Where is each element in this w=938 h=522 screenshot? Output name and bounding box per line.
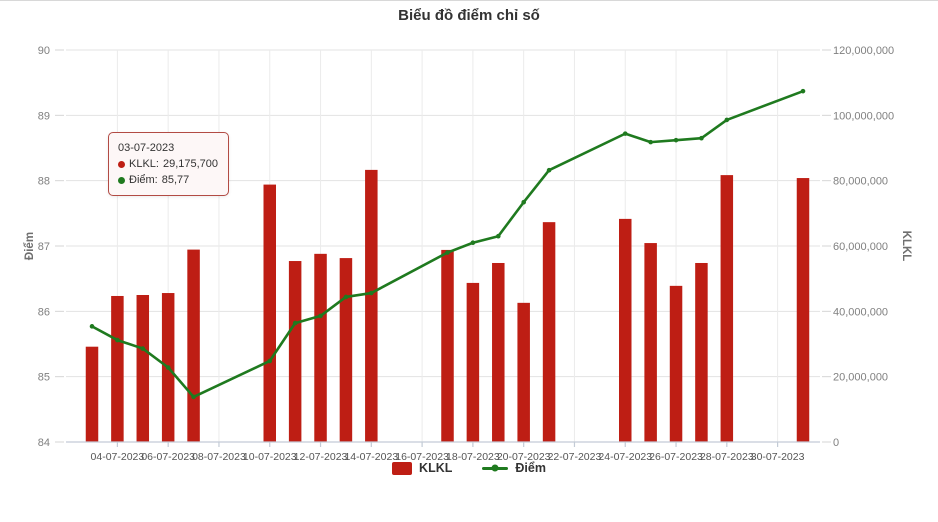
right-axis-label: 0 xyxy=(833,437,839,449)
bar-klkl-17-07-2023[interactable] xyxy=(441,249,454,442)
diem-point-11-07-2023[interactable] xyxy=(292,320,298,326)
x-axis-label-20-07-2023: 20-07-2023 xyxy=(497,451,551,463)
x-axis-label-28-07-2023: 28-07-2023 xyxy=(700,451,754,463)
left-axis-label-87: 87 xyxy=(38,241,50,253)
diem-point-21-07-2023[interactable] xyxy=(546,167,552,173)
bar-klkl-25-07-2023[interactable] xyxy=(644,243,657,442)
chart-title: Biểu đồ điểm chỉ số xyxy=(398,7,540,24)
bar-klkl-24-07-2023[interactable] xyxy=(619,218,632,442)
bar-klkl-14-07-2023[interactable] xyxy=(365,169,378,443)
bar-klkl-07-07-2023[interactable] xyxy=(187,249,200,442)
left-axis-label-90: 90 xyxy=(38,45,50,57)
diem-point-05-07-2023[interactable] xyxy=(140,346,146,351)
x-axis-label-12-07-2023: 12-07-2023 xyxy=(294,451,348,463)
right-axis-label: 100,000,000 xyxy=(833,110,894,122)
bar-klkl-19-07-2023[interactable] xyxy=(492,262,505,442)
left-axis-label-89: 89 xyxy=(38,110,50,122)
bar-klkl-18-07-2023[interactable] xyxy=(466,282,480,442)
bar-klkl-13-07-2023[interactable] xyxy=(339,258,353,442)
diem-point-13-07-2023[interactable] xyxy=(343,294,349,300)
right-axis-label: 80,000,000 xyxy=(833,176,888,188)
tooltip-klkl-label: KLKL: xyxy=(129,158,159,170)
left-axis-label-84: 84 xyxy=(38,437,50,449)
right-axis-label: 20,000,000 xyxy=(833,372,888,384)
klkl-bar-swatch-icon xyxy=(392,461,413,475)
diem-point-07-07-2023[interactable] xyxy=(191,394,196,400)
legend-klkl-label: KLKL xyxy=(419,461,453,475)
x-axis-label-24-07-2023: 24-07-2023 xyxy=(598,451,652,463)
diem-point-26-07-2023[interactable] xyxy=(673,137,679,143)
bar-klkl-20-07-2023[interactable] xyxy=(517,302,530,442)
right-axis-label: 40,000,000 xyxy=(833,306,888,318)
left-axis-label-86: 86 xyxy=(38,306,50,318)
x-axis-label-30-07-2023: 30-07-2023 xyxy=(751,451,805,463)
diem-series-dot-icon xyxy=(118,176,125,184)
x-axis-label-08-07-2023: 08-07-2023 xyxy=(192,451,246,463)
diem-point-03-07-2023[interactable] xyxy=(89,324,95,329)
diem-point-31-07-2023[interactable] xyxy=(800,88,806,94)
diem-point-04-07-2023[interactable] xyxy=(115,337,120,343)
chart-legend: KLKL Điểm xyxy=(0,461,938,475)
diem-point-19-07-2023[interactable] xyxy=(495,233,501,239)
tooltip-row-diem: Điểm: 85,77 xyxy=(118,172,218,188)
diem-point-24-07-2023[interactable] xyxy=(622,131,628,136)
diem-point-27-07-2023[interactable] xyxy=(699,135,704,141)
bar-klkl-31-07-2023[interactable] xyxy=(796,178,810,442)
diem-point-17-07-2023[interactable] xyxy=(445,250,450,255)
bar-klkl-11-07-2023[interactable] xyxy=(288,261,302,442)
diem-point-06-07-2023[interactable] xyxy=(165,365,171,370)
x-axis-label-14-07-2023: 14-07-2023 xyxy=(344,451,398,463)
tooltip-klkl-value: 29,175,700 xyxy=(162,158,219,170)
bar-klkl-26-07-2023[interactable] xyxy=(669,285,683,442)
diem-point-28-07-2023[interactable] xyxy=(724,117,730,123)
bar-klkl-27-07-2023[interactable] xyxy=(695,262,708,442)
bar-klkl-12-07-2023[interactable] xyxy=(314,253,327,442)
legend-item-klkl[interactable]: KLKL xyxy=(392,461,452,475)
x-axis-label-22-07-2023: 22-07-2023 xyxy=(548,451,602,463)
tooltip-diem-label: Điểm: xyxy=(129,174,158,186)
tooltip-row-klkl: KLKL: 29,175,700 xyxy=(118,156,218,172)
diem-point-20-07-2023[interactable] xyxy=(521,199,526,205)
tooltip-diem-value: 85,77 xyxy=(161,174,190,186)
diem-point-10-07-2023[interactable] xyxy=(267,358,273,364)
legend-diem-label: Điểm xyxy=(515,461,546,475)
bar-klkl-28-07-2023[interactable] xyxy=(720,175,734,442)
x-axis-label-06-07-2023: 06-07-2023 xyxy=(141,451,195,463)
bar-klkl-10-07-2023[interactable] xyxy=(263,184,277,442)
x-axis-label-16-07-2023: 16-07-2023 xyxy=(395,451,449,463)
legend-item-diem[interactable]: Điểm xyxy=(482,461,546,475)
klkl-series-dot-icon xyxy=(118,160,125,168)
x-axis-label-04-07-2023: 04-07-2023 xyxy=(91,451,145,463)
x-axis-label-10-07-2023: 10-07-2023 xyxy=(243,451,297,463)
chart-tooltip: 03-07-2023 KLKL: 29,175,700 Điểm: 85,77 xyxy=(108,132,230,196)
bar-klkl-03-07-2023[interactable] xyxy=(85,346,99,442)
tooltip-date: 03-07-2023 xyxy=(118,142,175,154)
diem-point-12-07-2023[interactable] xyxy=(318,313,323,319)
x-axis-label-18-07-2023: 18-07-2023 xyxy=(446,451,500,463)
left-axis-label-88: 88 xyxy=(38,176,50,188)
diem-point-25-07-2023[interactable] xyxy=(648,139,653,145)
diem-point-18-07-2023[interactable] xyxy=(470,240,476,246)
diem-point-14-07-2023[interactable] xyxy=(369,290,374,296)
x-axis-label-26-07-2023: 26-07-2023 xyxy=(649,451,703,463)
bar-klkl-04-07-2023[interactable] xyxy=(111,295,124,442)
left-axis-label-85: 85 xyxy=(38,372,50,384)
diem-line-swatch-dot-icon xyxy=(491,464,499,472)
right-axis-label: 120,000,000 xyxy=(833,45,894,57)
bar-klkl-05-07-2023[interactable] xyxy=(136,295,150,442)
right-axis-label: 60,000,000 xyxy=(833,241,888,253)
diem-line-swatch-icon xyxy=(482,464,509,472)
bar-klkl-21-07-2023[interactable] xyxy=(542,222,556,442)
